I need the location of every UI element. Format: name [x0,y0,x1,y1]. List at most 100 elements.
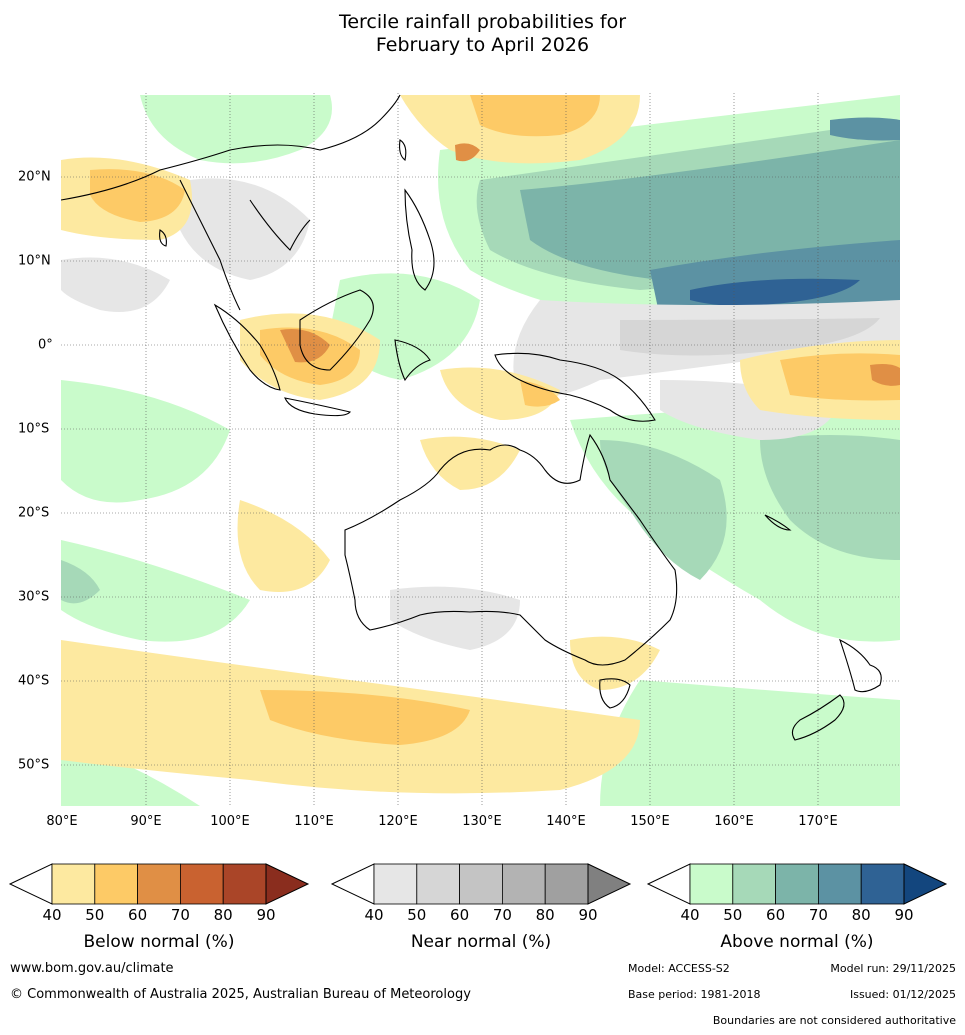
below-normal-colorbar [8,863,310,905]
near-region-equatorial-pacific-50 [620,318,880,356]
coastline-borneo [299,289,374,371]
near-region-indian-ocean [61,257,170,312]
coastline-sulawesi [394,339,431,382]
lat-label-10s: 10°S [18,421,50,437]
lon-label-140e: 140°E [546,814,586,829]
above-region-coral-sea-60 [600,440,727,580]
below-region-png-50 [520,380,560,407]
below-swatch-40 [51,863,96,905]
lon-label-130e: 130°E [462,814,502,829]
near-over-arrow [587,863,632,905]
lon-label-150e: 150°E [630,814,670,829]
coastline-sumatra [213,303,281,391]
coastline-new-zealand-south [791,694,845,741]
near-region-south-australia [390,586,520,650]
rainfall-probability-map [61,93,901,806]
boundaries-disclaimer: Boundaries are not considered authoritat… [712,1014,956,1027]
below-tick-90: 90 [256,906,276,924]
above-tick-90: 90 [894,906,914,924]
issued-date: Issued: 01/12/2025 [849,988,956,1001]
above-region-south-west-60 [61,560,100,604]
below-region-india-50 [90,169,185,222]
near-tick-50: 50 [407,906,427,924]
below-region-south-china-sea-50 [470,95,600,137]
lon-label-80e: 80°E [46,814,78,829]
above-region-indian-ocean-south [61,540,250,642]
coastline-sri-lanka [159,229,167,247]
above-region-indian-ocean-west [61,380,230,503]
above-normal-colorbar [646,863,948,905]
lon-label-170e: 170°E [798,814,838,829]
above-region-tasman [600,680,900,806]
above-swatch-40 [689,863,734,905]
above-over-arrow [903,863,948,905]
above-swatch-70 [817,863,862,905]
below-tick-80: 80 [213,906,233,924]
below-region-southern-ocean-50 [260,690,470,745]
above-tick-40: 40 [680,906,700,924]
near-swatch-50 [416,863,461,905]
above-swatch-50 [732,863,777,905]
near-tick-90: 90 [578,906,598,924]
below-swatch-70 [179,863,224,905]
near-normal-label: Near normal (%) [410,932,552,952]
graticule [61,93,901,806]
below-tick-50: 50 [85,906,105,924]
above-tick-60: 60 [766,906,786,924]
above-region-northwest [140,95,332,164]
near-swatch-60 [459,863,503,905]
above-swatch-60 [775,863,819,905]
website-link[interactable]: www.bom.gov.au/climate [10,961,174,976]
near-swatch-40 [373,863,418,905]
below-region-pacific-east-60 [870,364,900,386]
lat-label-50s: 50°S [18,757,50,773]
lat-label-equator: 0° [38,337,53,353]
near-swatch-70 [501,863,546,905]
coastline-java [284,397,351,417]
near-region-indochina [180,178,310,280]
above-tick-80: 80 [851,906,871,924]
model-run-date: Model run: 29/11/2025 [830,962,956,975]
coastline-new-caledonia [764,514,792,531]
above-tick-70: 70 [808,906,828,924]
above-under-arrow [646,863,691,905]
lon-label-110e: 110°E [294,814,334,829]
coastline-tasmania [599,678,631,709]
above-normal-label: Above normal (%) [720,932,874,952]
copyright-text: © Commonwealth of Australia 2025, Austra… [10,987,471,1002]
below-swatch-50 [94,863,139,905]
near-swatch-80 [544,863,589,905]
coastline-australia [344,433,678,666]
coastline-asia-mainland [61,94,401,311]
below-region-png [440,367,560,420]
lon-label-120e: 120°E [378,814,418,829]
below-region-equatorial-pacific-east-50 [780,353,900,401]
below-tick-40: 40 [42,906,62,924]
below-region-borneo-60 [280,329,330,363]
lat-label-10n: 10°N [18,253,51,269]
below-region-west-australia [237,500,330,592]
above-swatch-80 [860,863,905,905]
probability-shading [61,95,900,806]
near-tick-60: 60 [450,906,470,924]
map-title-line1: Tercile rainfall probabilities for [338,11,627,33]
below-region-south-china-sea-60 [455,143,480,162]
below-region-top-end [420,436,520,490]
below-over-arrow [265,863,310,905]
lat-label-30s: 30°S [18,589,50,605]
lon-label-160e: 160°E [714,814,754,829]
above-tick-50: 50 [723,906,743,924]
near-under-arrow [330,863,375,905]
lat-label-20n: 20°N [18,169,51,185]
coastline-new-guinea [494,352,656,422]
coastline-new-zealand-north [839,638,882,693]
below-normal-label: Below normal (%) [83,932,235,952]
lon-label-90e: 90°E [130,814,162,829]
near-tick-40: 40 [364,906,384,924]
below-swatch-80 [222,863,267,905]
above-region-pacific-east-60 [760,435,900,560]
above-region-north-pacific-90 [690,278,860,306]
map-canvas [61,93,901,806]
below-tick-60: 60 [128,906,148,924]
above-region-north-pacific-80b [830,117,900,141]
